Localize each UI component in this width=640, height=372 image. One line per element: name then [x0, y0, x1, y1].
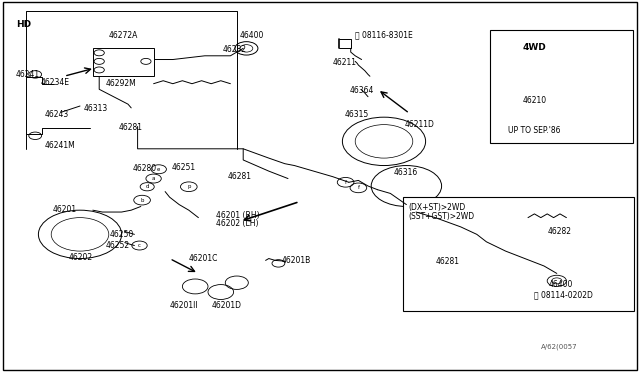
- Text: p: p: [187, 184, 191, 189]
- Text: 46201C: 46201C: [189, 254, 218, 263]
- Text: 46315: 46315: [344, 110, 369, 119]
- Text: 46252: 46252: [106, 241, 130, 250]
- Text: 46281: 46281: [118, 123, 143, 132]
- Text: 46281: 46281: [435, 257, 460, 266]
- Text: 4WD: 4WD: [522, 43, 547, 52]
- Text: 46251: 46251: [172, 163, 196, 172]
- Text: 46201: 46201: [53, 205, 77, 214]
- Text: 46400: 46400: [549, 280, 573, 289]
- Text: c: c: [138, 243, 141, 248]
- Text: 46250: 46250: [110, 230, 134, 239]
- FancyBboxPatch shape: [403, 197, 634, 311]
- Text: d: d: [145, 184, 149, 189]
- Text: 46316: 46316: [394, 169, 418, 177]
- Text: (SST+GST)>2WD: (SST+GST)>2WD: [408, 212, 474, 221]
- Text: 46211D: 46211D: [405, 120, 435, 129]
- Text: 46210: 46210: [522, 96, 547, 105]
- Text: 46202 (LH): 46202 (LH): [216, 219, 259, 228]
- Text: 46241M: 46241M: [45, 141, 76, 150]
- Text: A/62(0057: A/62(0057: [541, 343, 577, 350]
- FancyBboxPatch shape: [3, 2, 637, 370]
- Text: 46280: 46280: [133, 164, 157, 173]
- FancyBboxPatch shape: [490, 30, 633, 143]
- Text: (DX+ST)>2WD: (DX+ST)>2WD: [408, 203, 465, 212]
- Text: 46201B: 46201B: [282, 256, 311, 265]
- Text: 46202: 46202: [69, 253, 93, 262]
- Text: 46201II: 46201II: [170, 301, 198, 310]
- FancyBboxPatch shape: [93, 48, 154, 76]
- Text: 46292M: 46292M: [106, 79, 136, 88]
- Text: 46234E: 46234E: [40, 78, 69, 87]
- Text: UP TO SEP.'86: UP TO SEP.'86: [508, 126, 561, 135]
- Text: 46241: 46241: [15, 70, 40, 79]
- Text: 46243: 46243: [45, 110, 69, 119]
- Text: 46201 (RH): 46201 (RH): [216, 211, 260, 220]
- Text: Ⓑ 08114-0202D: Ⓑ 08114-0202D: [534, 290, 593, 299]
- Text: HD: HD: [16, 20, 31, 29]
- Text: b: b: [140, 198, 144, 203]
- Text: f: f: [344, 180, 347, 185]
- Text: a: a: [152, 176, 156, 181]
- Text: 46313: 46313: [83, 104, 108, 113]
- Text: 46201D: 46201D: [211, 301, 241, 310]
- Text: f: f: [357, 185, 360, 190]
- Text: 46272A: 46272A: [109, 31, 138, 40]
- Text: e: e: [157, 167, 161, 172]
- Text: 46282: 46282: [547, 227, 572, 236]
- Text: 46400: 46400: [240, 31, 264, 40]
- Text: 46281: 46281: [227, 172, 251, 181]
- Text: Ⓑ 08116-8301E: Ⓑ 08116-8301E: [355, 31, 413, 40]
- Text: 46282: 46282: [223, 45, 246, 54]
- Text: 46364: 46364: [349, 86, 374, 95]
- Text: 46211: 46211: [333, 58, 357, 67]
